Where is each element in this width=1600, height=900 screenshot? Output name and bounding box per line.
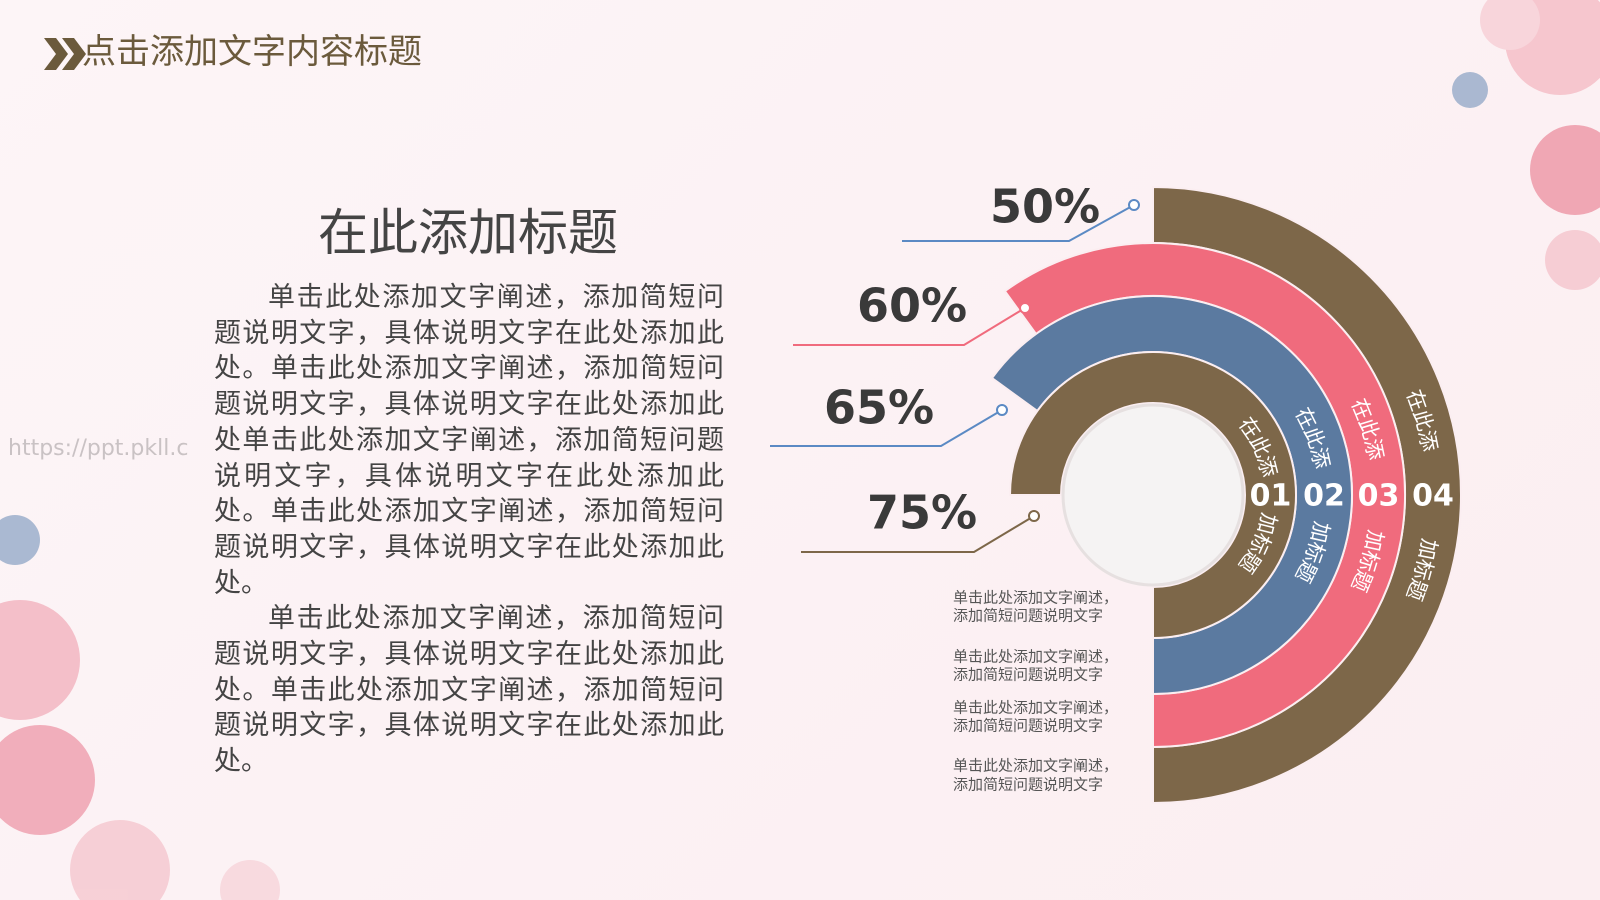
leader-dot [1028,510,1040,522]
leader-line [793,307,1026,346]
center-disc [1061,403,1245,587]
value-label: 50% [990,180,1100,234]
leader-dot [996,404,1008,416]
note: 添加简短问题说明文字 [953,776,1103,794]
note: 添加简短问题说明文字 [953,607,1103,625]
header-icon [44,38,86,70]
leader-line [770,409,1003,447]
ring-number: 03 [1358,479,1400,514]
header-title: 点击添加文字内容标题 [82,32,422,72]
leader-dot [1128,199,1140,211]
note: 单击此处添加文字阐述， [953,589,1118,607]
note: 添加简短问题说明文字 [953,666,1103,684]
ring-number: 01 [1250,479,1292,514]
leader-line [902,204,1135,242]
value-label: 65% [824,381,934,435]
paragraph: 单击此处添加文字阐述，添加简短问题说明文字，具体说明文字在此处添加此处。单击此处… [214,282,724,599]
value-label: 60% [857,279,967,333]
heading: 在此添加标题 [318,204,618,262]
leader-line [801,515,1035,553]
leader-dot [1019,302,1031,314]
value-label: 75% [867,486,977,540]
note: 单击此处添加文字阐述， [953,699,1118,717]
paragraphs: 单击此处添加文字阐述，添加简短问题说明文字，具体说明文字在此处添加此处。单击此处… [214,280,724,780]
ring-number: 02 [1303,479,1345,514]
note: 添加简短问题说明文字 [953,717,1103,735]
note: 单击此处添加文字阐述， [953,757,1118,775]
ring-number: 04 [1412,479,1454,514]
note: 单击此处添加文字阐述， [953,648,1118,666]
ring-bar [1008,351,1297,640]
watermark: https://ppt.pkll.c [8,436,188,461]
paragraph: 单击此处添加文字阐述，添加简短问题说明文字，具体说明文字在此处添加此处。单击此处… [214,603,724,778]
